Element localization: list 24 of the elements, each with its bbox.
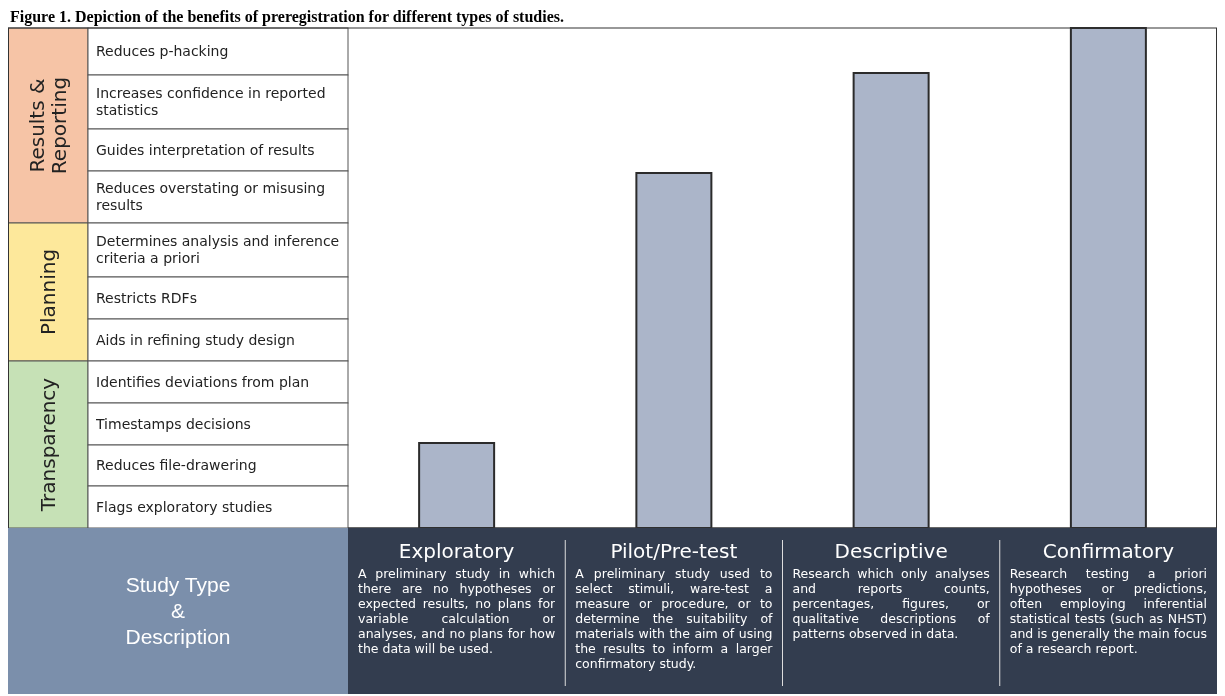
text: Research which only analyses and reports counts, percentages, figures, or qualitative descriptions of patterns observed in data. [792,566,990,641]
text: Flags exploratory studies [96,497,274,517]
x-tick-label: Exploratory [398,539,515,563]
text: Transparency [8,361,88,528]
text: A preliminary study used to select stimuli, ware-test a measure or procedure, or to determine the suitability of materials with the aim of using the results to inform a larger confirmatory study. [575,566,773,671]
chart-title: Figure 1. Depiction of the benefits of preregistration for different types of studies. [10,8,565,26]
text: Reduces p-hacking [96,42,230,61]
text: Increases confidence in reported statistics [96,84,327,120]
text: Research testing a priori hypotheses or predictions, often employing inferential statistical tests (such as NHST) and is generally the main focus of a research report. [1009,566,1207,656]
text: Determines analysis and inference criteria a priori [96,232,341,268]
text: Aids in refining study design [96,330,296,350]
x-tick-label: Confirmatory [1042,539,1175,563]
text: Reduces file-drawering [96,456,258,475]
text: A preliminary study in which there are no hypotheses or expected results, no plans for variable calculation or analyses, and no plans for how the data will be used. [358,566,556,656]
text: Planning [8,223,88,361]
text: Identifies deviations from plan [96,372,311,392]
text: Reduces overstating or misusing results [96,179,327,215]
x-tick-label: Descriptive [834,539,948,563]
text: Restricts RDFs [96,288,198,308]
text: Timestamps decisions [96,414,252,434]
x-tick-label: Pilot/Pre-test [610,539,738,563]
text: Guides interpretation of results [96,140,316,160]
text: Study Type & Description [124,572,232,650]
text: Results & Reporting [8,28,88,223]
